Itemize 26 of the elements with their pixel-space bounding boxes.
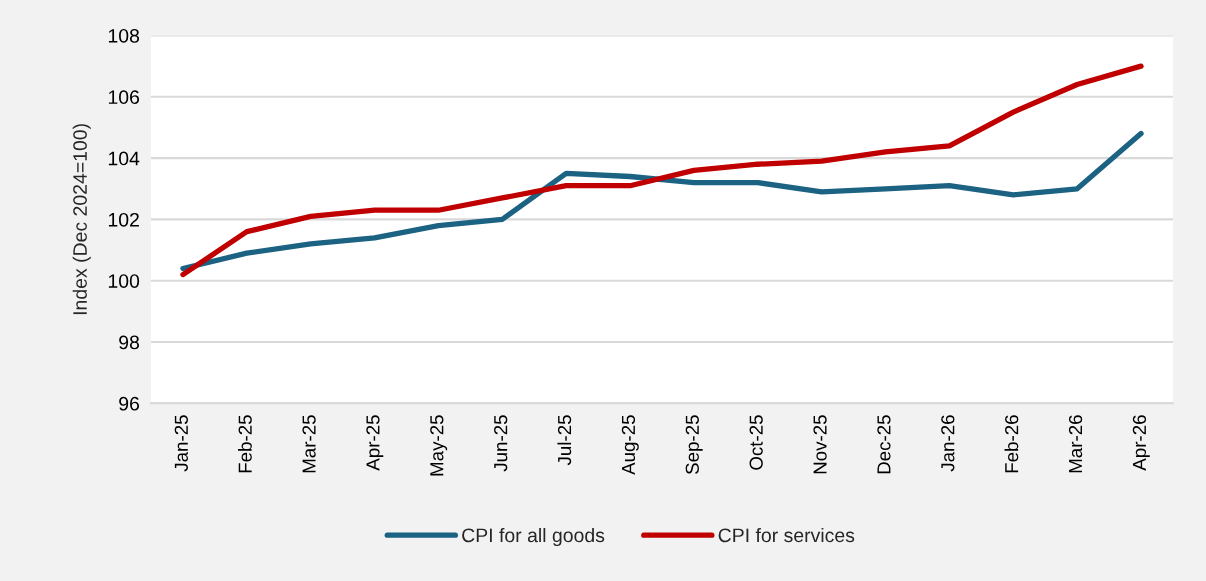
x-tick-label: May-25: [430, 415, 448, 476]
x-tick-label: Apr-26: [1132, 415, 1150, 471]
x-tick-label: Jan-26: [941, 415, 955, 472]
y-axis-title: Index (Dec 2024=100): [72, 124, 91, 315]
y-tick-label: 100: [108, 274, 140, 288]
x-tick-label: Aug-25: [621, 415, 639, 475]
x-tick-label: Nov-25: [813, 415, 827, 474]
x-tick-label: Jan-25: [174, 415, 188, 472]
y-tick-label: 98: [119, 335, 140, 350]
y-tick-label: 108: [108, 28, 140, 43]
legend-label: CPI for all goods: [462, 527, 605, 547]
x-tick-label: Mar-25: [302, 415, 316, 473]
y-tick-label: 106: [108, 90, 140, 105]
legend-label: CPI for services: [718, 527, 855, 543]
x-tick-label: Dec-25: [877, 415, 891, 474]
x-tick-label: Oct-25: [749, 415, 763, 470]
x-tick-label: Feb-25: [238, 415, 252, 473]
x-tick-label: Jun-25: [494, 415, 508, 472]
x-tick-label: Jul-25: [557, 415, 572, 466]
y-tick-label: 104: [108, 151, 140, 166]
y-tick-label: 96: [119, 396, 140, 411]
y-tick-label: 102: [108, 212, 139, 227]
x-tick-label: Mar-26: [1068, 415, 1083, 473]
x-tick-label: Apr-25: [366, 415, 384, 471]
x-tick-label: Feb-26: [1004, 415, 1019, 473]
x-tick-label: Sep-25: [685, 415, 703, 475]
